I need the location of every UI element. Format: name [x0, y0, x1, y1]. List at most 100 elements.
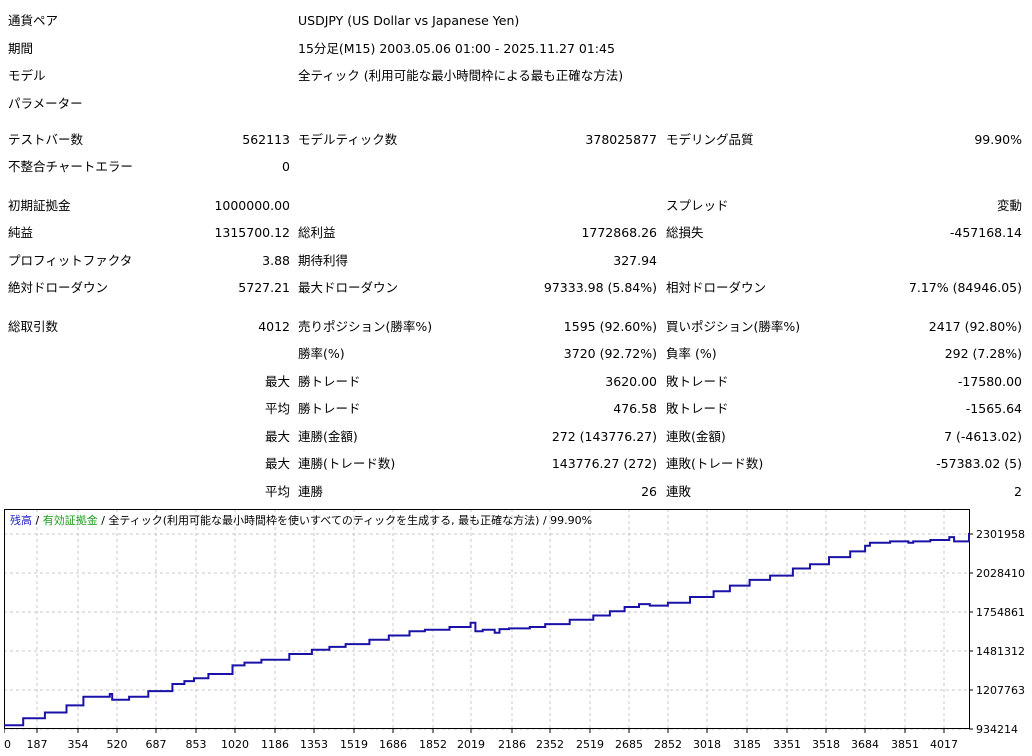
long-positions-value: 2417 (92.80%) — [928, 319, 1022, 334]
gross-loss-value: -457168.14 — [949, 225, 1022, 240]
consecutive-losses-amount-value: 7 (-4613.02) — [944, 429, 1022, 444]
gross-profit-value: 1772868.26 — [581, 225, 657, 240]
net-profit-label: 純益 — [8, 225, 34, 240]
x-tick-label: 2352 — [536, 738, 564, 751]
x-axis-ticks: 0 187 354 520 687 853 1020 1186 1353 1519 1686 1852… — [4, 729, 958, 751]
x-tick-label: 1186 — [261, 738, 289, 751]
x-tick-label: 187 — [27, 738, 48, 751]
mismatch-label: 不整合チャートエラー — [8, 159, 133, 174]
balance-series-line — [4, 532, 970, 727]
average-consecutive-losses-value: 2 — [1014, 484, 1022, 499]
average-consecutive-wins-value: 26 — [641, 484, 657, 499]
plot-frame — [4, 509, 970, 729]
legend-model: 全ティック(利用可能な最小時間枠を使いすべてのティックを生成する, 最も正確な方… — [108, 513, 539, 527]
average-consecutive-wins-label: 連勝 — [298, 484, 324, 499]
symbol-value: USDJPY (US Dollar vs Japanese Yen) — [298, 13, 520, 28]
x-tick-label: 3351 — [773, 738, 801, 751]
gross-profit-label: 総利益 — [298, 225, 336, 240]
x-tick-label: 2186 — [498, 738, 526, 751]
relative-drawdown-label: 相対ドローダウン — [666, 280, 767, 295]
short-positions-label: 売りポジション(勝率%) — [298, 319, 433, 334]
x-tick-label: 1020 — [221, 738, 249, 751]
quality-value: 99.90% — [974, 132, 1022, 147]
balance-chart-svg: 残高 / 有効証拠金 / 全ティック(利用可能な最小時間枠を使いすべてのティック… — [4, 509, 1025, 751]
average-consecutive-losses-label: 連敗 — [666, 484, 692, 499]
absolute-drawdown-label: 絶対ドローダウン — [8, 280, 109, 295]
average-win-label: 勝トレード — [298, 401, 361, 416]
y-tick-label: 934214 — [976, 723, 1018, 736]
largest-win-label: 勝トレード — [298, 374, 361, 389]
x-tick-label: 0 — [4, 738, 11, 751]
period-label: 期間 — [8, 41, 34, 56]
consecutive-wins-amount-label: 連勝(金額) — [298, 429, 358, 444]
legend-sep-2: / — [98, 514, 109, 527]
legend-sep-3: / — [539, 514, 550, 527]
y-tick-label: 2028410 — [976, 567, 1025, 580]
largest-loss-label: 敗トレード — [666, 374, 729, 389]
largest-label: 最大 — [264, 374, 290, 389]
profit-factor-value: 3.88 — [262, 253, 290, 268]
average-win-value: 476.58 — [613, 401, 657, 416]
spread-value: 変動 — [996, 198, 1022, 213]
x-tick-label: 3851 — [891, 738, 919, 751]
consecutive-wins-count-value: 143776.27 (272) — [551, 456, 657, 471]
parameters-label: パラメーター — [8, 96, 83, 111]
model-value: 全ティック (利用可能な最小時間枠による最も正確な方法) — [298, 68, 624, 83]
bars-value: 562113 — [242, 132, 290, 147]
x-tick-label: 1519 — [340, 738, 368, 751]
x-tick-label: 2852 — [654, 738, 682, 751]
x-tick-label: 1353 — [300, 738, 328, 751]
expected-payoff-label: 期待利得 — [298, 253, 349, 268]
consecutive-losses-count-label: 連敗(トレード数) — [666, 456, 764, 471]
bars-label: テストバー数 — [8, 132, 84, 147]
x-tick-label: 853 — [186, 738, 207, 751]
short-positions-value: 1595 (92.60%) — [563, 319, 657, 334]
deposit-label: 初期証拠金 — [8, 198, 71, 213]
relative-drawdown-value: 7.17% (84946.05) — [908, 280, 1022, 295]
x-tick-label: 3018 — [693, 738, 721, 751]
max-drawdown-label: 最大ドローダウン — [298, 280, 399, 295]
legend-sep-1: / — [32, 514, 43, 527]
x-tick-label: 1686 — [379, 738, 407, 751]
average-consecutive-label: 平均 — [264, 484, 290, 499]
ticks-value: 378025877 — [585, 132, 657, 147]
average-loss-label: 敗トレード — [666, 401, 729, 416]
y-tick-label: 1754861 — [976, 606, 1025, 619]
x-tick-label: 2519 — [576, 738, 604, 751]
average-label: 平均 — [264, 401, 290, 416]
consecutive-losses-count-value: -57383.02 (5) — [936, 456, 1022, 471]
x-tick-label: 354 — [68, 738, 89, 751]
x-tick-label: 1852 — [419, 738, 447, 751]
x-tick-label: 2685 — [615, 738, 643, 751]
deposit-value: 1000000.00 — [214, 198, 290, 213]
ticks-label: モデルティック数 — [298, 132, 398, 147]
win-rate-label: 勝率(%) — [298, 346, 345, 361]
max-drawdown-value: 97333.98 (5.84%) — [543, 280, 657, 295]
mismatch-value: 0 — [282, 159, 290, 174]
balance-chart: 残高 / 有効証拠金 / 全ティック(利用可能な最小時間枠を使いすべてのティック… — [4, 509, 1028, 756]
x-tick-label: 2019 — [457, 738, 485, 751]
loss-rate-value: 292 (7.28%) — [944, 346, 1022, 361]
quality-label: モデリング品質 — [666, 132, 754, 147]
chart-legend: 残高 / 有効証拠金 / 全ティック(利用可能な最小時間枠を使いすべてのティック… — [10, 513, 592, 527]
profit-factor-label: プロフィットファクタ — [8, 253, 133, 268]
win-rate-value: 3720 (92.72%) — [563, 346, 657, 361]
gross-loss-label: 総損失 — [666, 225, 704, 240]
total-trades-label: 総取引数 — [8, 319, 59, 334]
total-trades-value: 4012 — [258, 319, 290, 334]
largest-loss-value: -17580.00 — [957, 374, 1022, 389]
y-tick-label: 2301958 — [976, 528, 1025, 541]
x-tick-label: 3684 — [851, 738, 879, 751]
absolute-drawdown-value: 5727.21 — [238, 280, 290, 295]
x-tick-label: 4017 — [930, 738, 958, 751]
model-label: モデル — [8, 68, 46, 83]
consecutive-losses-amount-label: 連敗(金額) — [666, 429, 726, 444]
net-profit-value: 1315700.12 — [214, 225, 290, 240]
consecutive-wins-amount-value: 272 (143776.27) — [551, 429, 657, 444]
max-consecutive-count-label: 最大 — [264, 456, 290, 471]
spread-label: スプレッド — [666, 198, 729, 213]
legend-equity: 有効証拠金 — [43, 513, 98, 527]
x-tick-label: 687 — [146, 738, 167, 751]
y-axis-ticks: 934214 1207763 1481312 1754861 2028410 230195… — [969, 528, 1025, 736]
x-tick-label: 520 — [107, 738, 128, 751]
